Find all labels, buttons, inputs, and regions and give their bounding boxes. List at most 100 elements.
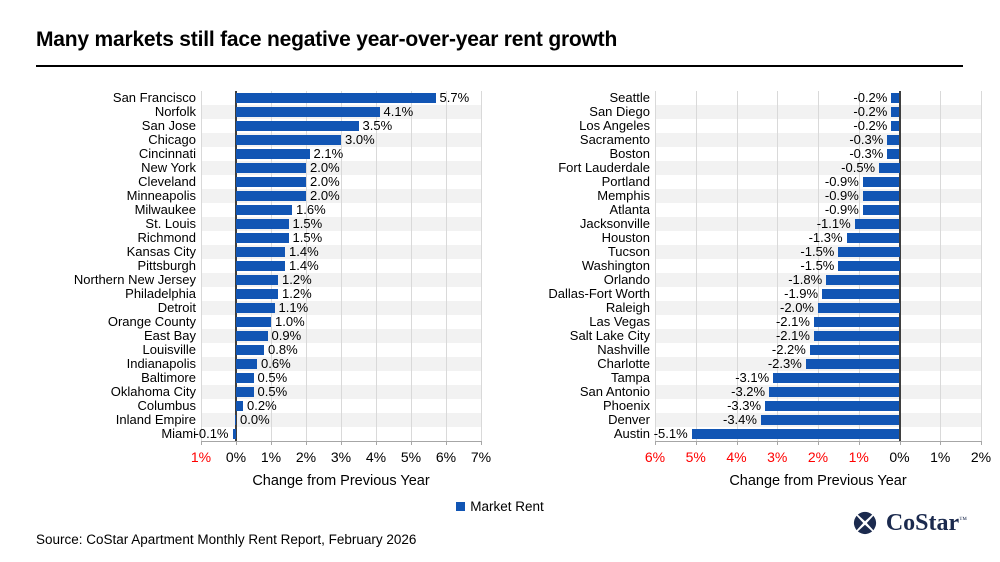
x-tick-label: 0%	[225, 449, 247, 465]
value-label: -0.9%	[824, 188, 859, 203]
x-axis-tick	[940, 441, 942, 445]
bar	[236, 261, 285, 271]
gridline	[736, 91, 738, 441]
category-label: Oklahoma City	[110, 384, 196, 399]
bar	[818, 303, 900, 313]
gridline	[201, 91, 202, 441]
category-label: Charlotte	[597, 356, 650, 371]
gridline	[655, 91, 656, 441]
value-label: 2.0%	[310, 174, 340, 189]
bar	[236, 233, 289, 243]
bar	[236, 177, 306, 187]
value-label: -1.5%	[800, 244, 835, 259]
value-label: -2.1%	[775, 314, 810, 329]
category-label: Raleigh	[605, 300, 650, 315]
category-label: San Jose	[141, 118, 196, 133]
x-tick-label: 7%	[470, 449, 492, 465]
category-label: Washington	[581, 258, 650, 273]
x-axis-tick	[736, 441, 738, 445]
value-label: -1.8%	[788, 272, 823, 287]
category-label: Columbus	[137, 398, 196, 413]
category-label: East Bay	[143, 328, 196, 343]
category-label: Norfolk	[154, 104, 196, 119]
gridline	[695, 91, 697, 441]
x-tick-label: 2%	[807, 449, 829, 465]
value-label: 1.6%	[296, 202, 326, 217]
category-label: St. Louis	[145, 216, 196, 231]
gridline	[777, 91, 779, 441]
value-label: 1.4%	[289, 244, 319, 259]
bar	[773, 373, 900, 383]
value-label: -3.4%	[722, 412, 757, 427]
category-label: Los Angeles	[579, 118, 650, 133]
x-axis-tick	[411, 441, 412, 445]
x-tick-label: 3%	[330, 449, 352, 465]
category-labels: Seattle San Diego Los Angeles Sacramento Bos…	[475, 91, 655, 441]
right-rent-growth-chart: Seattle San Diego Los Angeles Sacramento Bos…	[475, 91, 991, 501]
gridline	[341, 91, 342, 441]
bar	[236, 317, 271, 327]
bar	[236, 219, 289, 229]
x-axis-tick	[236, 441, 237, 445]
category-label: Memphis	[597, 188, 650, 203]
bar	[862, 205, 900, 215]
gridline	[446, 91, 447, 441]
category-label: Milwaukee	[134, 202, 196, 217]
value-label: 1.2%	[282, 286, 312, 301]
x-tick-label: 2%	[970, 449, 992, 465]
category-label: Richmond	[137, 230, 196, 245]
value-label: -0.9%	[824, 202, 859, 217]
bar	[760, 415, 900, 425]
x-axis-tick	[446, 441, 447, 445]
category-label: Nashville	[597, 342, 650, 357]
value-label: 2.0%	[310, 188, 340, 203]
value-label: 1.2%	[282, 272, 312, 287]
bar	[236, 359, 257, 369]
value-label: -3.1%	[735, 370, 770, 385]
category-label: Baltimore	[141, 370, 196, 385]
zero-axis-line	[898, 91, 901, 441]
bar	[236, 135, 341, 145]
plot-area: -0.2% -0.2% -0.2% -0.3% -0.3% -0.5% -0.9% -0.9%…	[645, 91, 991, 490]
value-label: -1.5%	[800, 258, 835, 273]
value-label: 2.0%	[310, 160, 340, 175]
bar	[236, 121, 359, 131]
bar	[236, 191, 306, 201]
x-tick-label: 2%	[295, 449, 317, 465]
category-label: Cleveland	[138, 174, 196, 189]
bar	[236, 345, 264, 355]
category-label: Boston	[609, 146, 650, 161]
x-tick-label: 6%	[644, 449, 666, 465]
trademark-symbol: ™	[959, 515, 967, 524]
x-tick-label: 4%	[365, 449, 387, 465]
bar	[887, 149, 900, 159]
bar	[813, 331, 900, 341]
category-label: Orange County	[107, 314, 196, 329]
category-label: Austin	[613, 426, 650, 441]
category-label: Portland	[601, 174, 650, 189]
bar	[236, 387, 254, 397]
category-label: San Antonio	[579, 384, 650, 399]
bar	[236, 107, 380, 117]
bar	[236, 149, 310, 159]
category-label: Las Vegas	[589, 314, 650, 329]
value-label: -0.2%	[853, 104, 888, 119]
bar	[891, 121, 900, 131]
value-label: 0.5%	[257, 384, 288, 399]
bar	[862, 191, 900, 201]
x-axis-tick	[306, 441, 307, 445]
category-label: Pittsburgh	[137, 258, 196, 273]
bar	[862, 177, 900, 187]
value-label: 2.1%	[313, 146, 344, 161]
bar	[769, 387, 900, 397]
bar	[826, 275, 900, 285]
bar	[236, 289, 278, 299]
value-label: -3.2%	[731, 384, 766, 399]
category-label: Inland Empire	[115, 412, 196, 427]
category-label: Tucson	[607, 244, 650, 259]
value-label: 0.2%	[247, 398, 277, 413]
category-label: Chicago	[148, 132, 196, 147]
x-tick-label: 1%	[260, 449, 282, 465]
x-tick-label: 6%	[435, 449, 457, 465]
